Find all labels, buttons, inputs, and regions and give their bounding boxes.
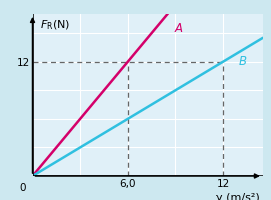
Text: γ (m/s²): γ (m/s²) — [216, 193, 260, 200]
Text: 0: 0 — [20, 183, 26, 193]
Text: $F_{\mathrm{R}}$(N): $F_{\mathrm{R}}$(N) — [40, 19, 71, 32]
Text: B: B — [238, 55, 246, 68]
Text: A: A — [175, 22, 183, 35]
